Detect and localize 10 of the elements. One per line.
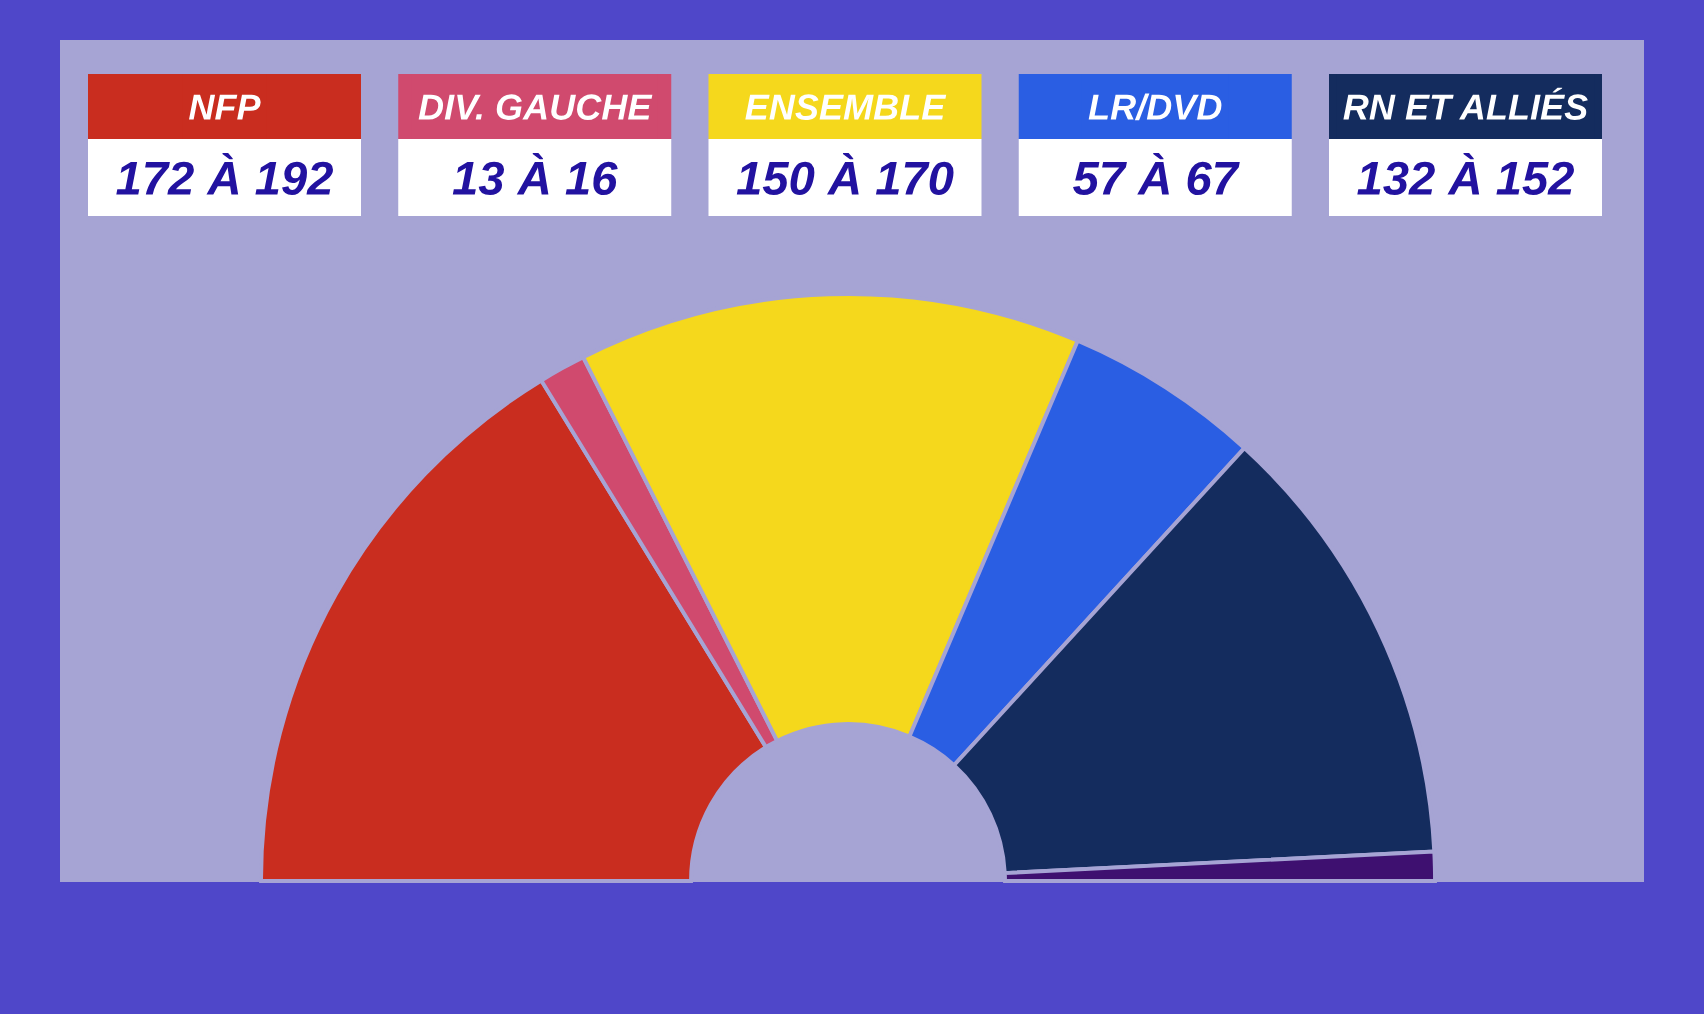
text: 150 À 170 [736, 152, 954, 196]
legend-label: LR/DVD [1088, 93, 1222, 121]
text: 172 À 192 [116, 152, 333, 196]
legend-label: ENSEMBLE [745, 94, 947, 120]
legend-label: RN ET ALLIÉS [1343, 87, 1588, 120]
text: 57 À 67 [1073, 152, 1240, 196]
legend-label: NFP [189, 94, 261, 120]
text: 132 À 152 [1357, 152, 1574, 196]
legend-label: DIV. GAUCHE [418, 94, 653, 120]
text: 13 À 16 [452, 152, 618, 196]
